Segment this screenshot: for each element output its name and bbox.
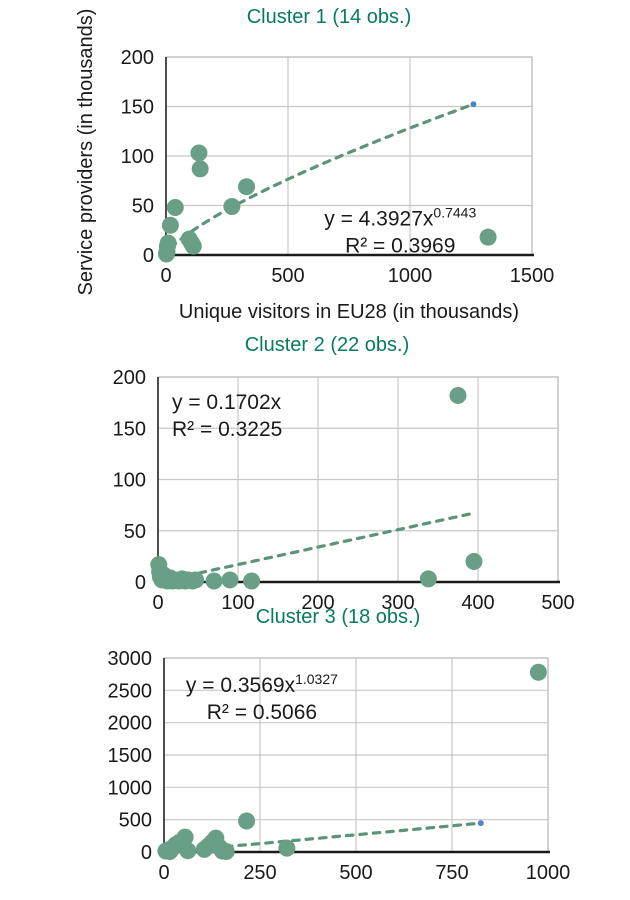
svg-text:0: 0 (135, 572, 146, 594)
svg-text:200: 200 (301, 592, 334, 613)
cluster-1-plot: 0 50 100 150 200 0 500 1000 1500 y = 4.3927x0.744… (121, 47, 555, 287)
svg-text:500: 500 (119, 810, 152, 832)
svg-text:1500: 1500 (510, 265, 555, 287)
svg-text:1000: 1000 (108, 777, 153, 799)
svg-text:y = 0.3569x1.0327: y = 0.3569x1.0327 (186, 671, 338, 697)
svg-text:100: 100 (121, 146, 154, 168)
svg-text:200: 200 (113, 367, 146, 389)
svg-text:1000: 1000 (526, 862, 571, 884)
svg-text:500: 500 (271, 265, 304, 287)
cluster-3-title: Cluster 3 (18 obs.) (255, 606, 421, 628)
cluster-3-plot: 0 500 1000 1500 2000 2500 3000 0 250 500 750 1000 y … (108, 648, 571, 884)
svg-text:0: 0 (158, 862, 169, 884)
svg-text:150: 150 (113, 418, 146, 440)
cluster-1-title: Cluster 1 (14 obs.) (246, 6, 412, 28)
svg-text:100: 100 (221, 592, 254, 613)
svg-text:50: 50 (132, 196, 154, 218)
cluster-2-title: Cluster 2 (22 obs.) (244, 334, 410, 356)
svg-text:1500: 1500 (108, 745, 153, 767)
svg-text:500: 500 (339, 862, 372, 884)
svg-text:100: 100 (113, 470, 146, 492)
svg-text:150: 150 (121, 97, 154, 119)
svg-text:1000: 1000 (388, 265, 433, 287)
svg-text:y = 4.3927x0.7443: y = 4.3927x0.7443 (324, 204, 476, 230)
svg-text:2000: 2000 (108, 713, 153, 735)
svg-text:200: 200 (121, 47, 154, 69)
svg-text:y = 0.1702x: y = 0.1702x (172, 391, 282, 414)
svg-text:0: 0 (160, 265, 171, 287)
svg-text:0: 0 (141, 842, 152, 864)
svg-text:0: 0 (152, 592, 163, 613)
svg-text:R² = 0.3225: R² = 0.3225 (172, 418, 282, 441)
svg-text:750: 750 (435, 862, 468, 884)
svg-text:50: 50 (124, 521, 146, 543)
x-axis-title: Unique visitors in EU28 (in thousands) (178, 301, 520, 323)
svg-text:3000: 3000 (108, 648, 153, 670)
svg-text:0: 0 (143, 245, 154, 267)
svg-text:400: 400 (461, 592, 494, 613)
svg-text:500: 500 (541, 592, 574, 613)
svg-text:2500: 2500 (108, 680, 153, 702)
svg-text:R² = 0.5066: R² = 0.5066 (207, 701, 317, 724)
svg-text:R² = 0.3969: R² = 0.3969 (345, 234, 455, 257)
svg-text:300: 300 (381, 592, 414, 613)
cluster-2-plot: 0 50 100 150 200 0 100 200 300 400 500 y = 0.1702x R… (113, 367, 575, 613)
svg-text:250: 250 (243, 862, 276, 884)
